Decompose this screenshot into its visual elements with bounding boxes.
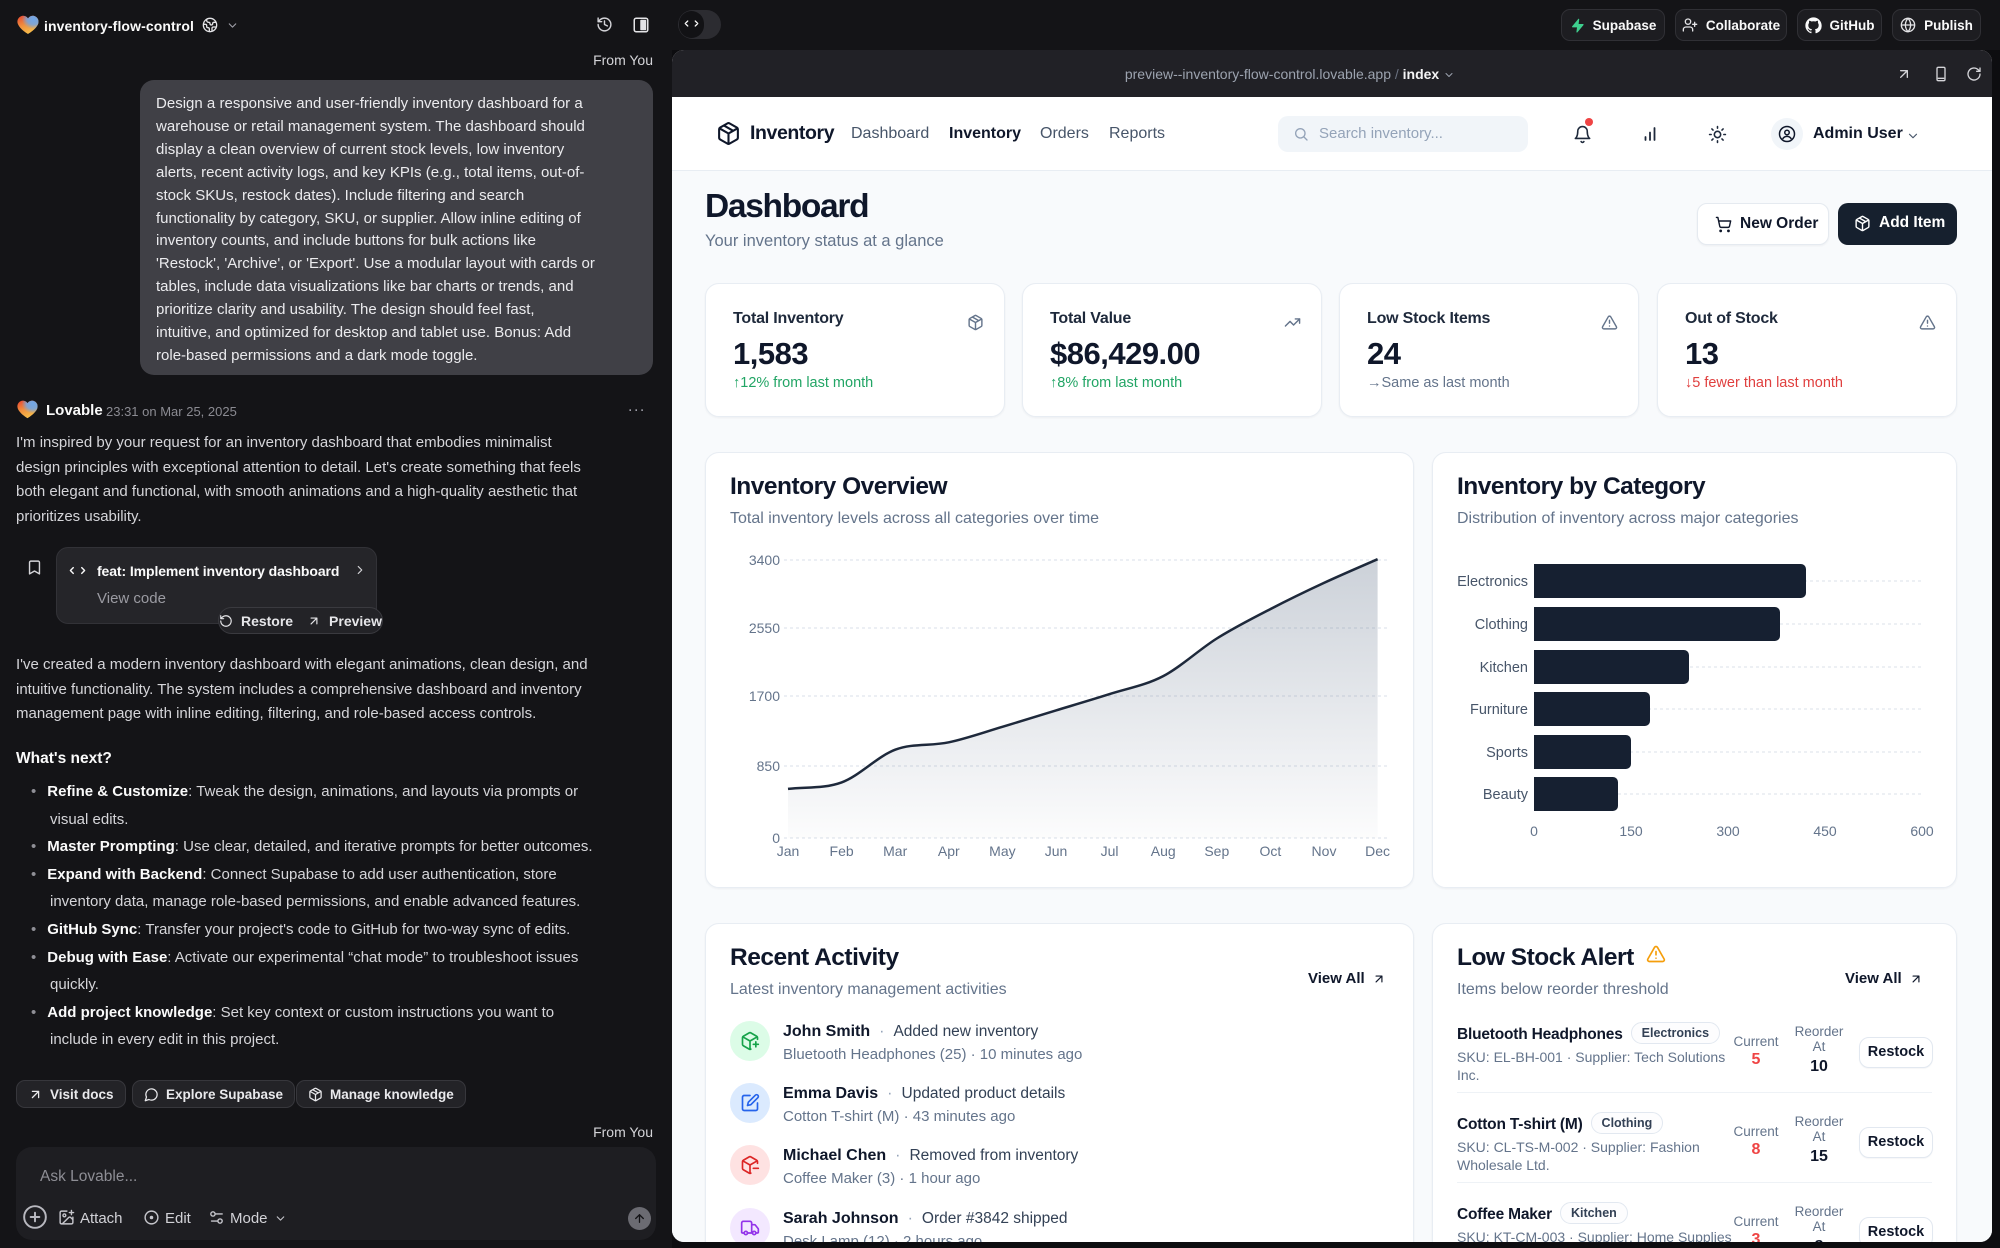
svg-text:Jul: Jul	[1101, 843, 1119, 859]
svg-text:Kitchen: Kitchen	[1480, 660, 1528, 676]
svg-text:Electronics: Electronics	[1457, 574, 1528, 590]
svg-text:850: 850	[757, 758, 781, 774]
svg-text:1700: 1700	[749, 688, 780, 704]
svg-text:300: 300	[1716, 823, 1740, 839]
svg-text:600: 600	[1910, 823, 1934, 839]
svg-text:Jan: Jan	[777, 843, 800, 859]
svg-text:Furniture: Furniture	[1470, 702, 1528, 718]
svg-text:Apr: Apr	[938, 843, 960, 859]
svg-text:Dec: Dec	[1365, 843, 1390, 859]
svg-text:3400: 3400	[749, 552, 780, 568]
svg-text:Sep: Sep	[1204, 843, 1229, 859]
svg-text:Oct: Oct	[1260, 843, 1282, 859]
svg-text:May: May	[989, 843, 1015, 859]
svg-text:450: 450	[1813, 823, 1837, 839]
svg-text:Jun: Jun	[1045, 843, 1068, 859]
svg-text:150: 150	[1619, 823, 1643, 839]
svg-text:0: 0	[772, 830, 780, 846]
svg-text:0: 0	[1530, 823, 1538, 839]
svg-text:Feb: Feb	[830, 843, 854, 859]
svg-text:Clothing: Clothing	[1475, 617, 1528, 633]
svg-text:Beauty: Beauty	[1483, 787, 1529, 803]
svg-text:Aug: Aug	[1151, 843, 1176, 859]
svg-text:2550: 2550	[749, 620, 780, 636]
svg-text:Sports: Sports	[1486, 745, 1528, 761]
svg-text:Mar: Mar	[883, 843, 907, 859]
svg-text:Nov: Nov	[1312, 843, 1337, 859]
